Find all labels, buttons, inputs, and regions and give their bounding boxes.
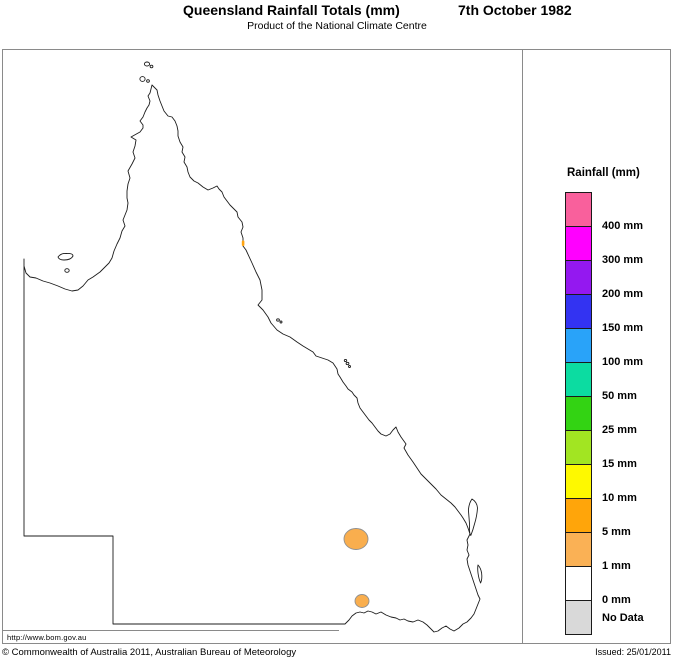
island [343,358,348,363]
island [345,361,350,366]
queensland-outline [23,84,481,633]
legend-label: 1 mm [602,560,631,572]
page-title: Queensland Rainfall Totals (mm) [183,2,400,18]
rainfall-area-mark [241,240,245,246]
legend-panel-divider [522,49,523,644]
legend-band [565,362,592,397]
issued-date-text: Issued: 25/01/2011 [595,647,671,657]
island [64,268,70,273]
legend-band [565,328,592,363]
island [348,365,351,368]
legend-band [565,600,592,635]
legend-label: 0 mm [602,594,631,606]
url-strip-divider [3,630,339,631]
map-frame [2,49,671,644]
island [149,64,154,69]
legend-label: 400 mm [602,220,643,232]
island [143,61,151,67]
legend-label: 200 mm [602,288,643,300]
page-subtitle: Product of the National Climate Centre [247,20,427,32]
legend-band [565,464,592,499]
legend-band [565,294,592,329]
island [279,320,283,324]
page-title-date: 7th October 1982 [458,2,572,18]
legend-band [565,430,592,465]
rainfall-area-mark [343,528,369,550]
copyright-text: © Commonwealth of Australia 2011, Austra… [2,647,297,658]
legend-label: 150 mm [602,322,643,334]
legend-label: 15 mm [602,458,637,470]
legend-label: 5 mm [602,526,631,538]
legend-label: 300 mm [602,254,643,266]
legend-band [565,566,592,601]
legend-label: 100 mm [602,356,643,368]
legend-band [565,260,592,295]
island [139,76,146,82]
legend-label: 25 mm [602,424,637,436]
island [146,79,150,83]
legend-band [565,192,592,227]
legend-label: 10 mm [602,492,637,504]
bom-url-label: http://www.bom.gov.au [7,633,87,642]
legend-label: No Data [602,611,644,624]
fraser-island [467,498,478,536]
legend-band [565,532,592,567]
legend-band [565,498,592,533]
legend-title: Rainfall (mm) [567,167,640,179]
rainfall-area-mark [354,594,370,608]
legend-band [565,226,592,261]
legend-label: 50 mm [602,390,637,402]
island [477,564,483,584]
island [57,252,74,261]
island [276,318,280,322]
legend-band [565,396,592,431]
